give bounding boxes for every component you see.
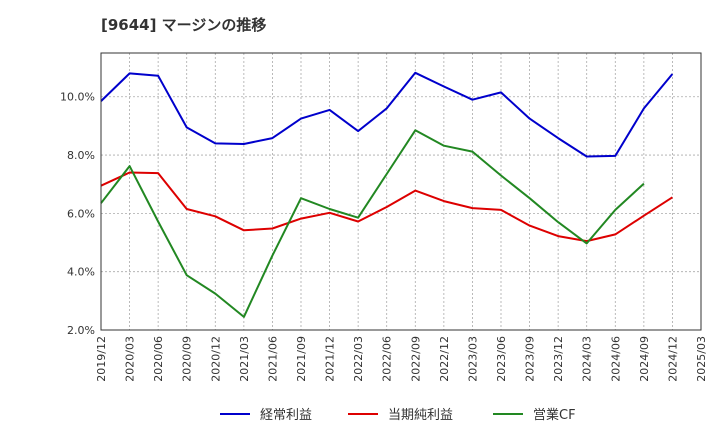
x-tick-label: 2023/12: [552, 336, 565, 382]
x-tick-label: 2023/06: [495, 336, 508, 382]
x-tick-label: 2024/12: [666, 336, 679, 382]
series-layer: [100, 71, 674, 318]
series-line: [100, 71, 674, 158]
x-tick-label: 2022/06: [381, 336, 394, 382]
y-tick-label: 4.0%: [67, 266, 95, 279]
legend-label: 経常利益: [260, 408, 312, 423]
x-tick-label: 2022/03: [352, 336, 365, 382]
y-tick-label: 2.0%: [67, 324, 95, 337]
x-tick-label: 2021/12: [324, 336, 337, 382]
chart-title: [9644] マージンの推移: [101, 16, 267, 34]
y-axis-ticks: 2.0% 4.0% 6.0% 8.0% 10.0%: [60, 91, 95, 337]
x-axis-ticks: 2019/12 2020/03 2020/06 2020/09 2020/12 2021/…: [95, 336, 708, 382]
x-tick-label: 2024/09: [638, 336, 651, 382]
x-tick-label: 2022/12: [438, 336, 451, 382]
x-tick-label: 2022/09: [409, 336, 422, 382]
series-line: [100, 171, 673, 243]
x-tick-label: 2019/12: [95, 336, 108, 382]
y-tick-label: 8.0%: [67, 149, 95, 162]
legend-label: 当期純利益: [388, 408, 453, 423]
grid-layer: [101, 53, 701, 330]
legend: 経常利益 当期純利益 営業CF: [220, 407, 576, 423]
plot-frame: [100, 52, 702, 331]
x-tick-label: 2021/09: [295, 336, 308, 382]
y-tick-label: 6.0%: [67, 207, 95, 220]
x-tick-label: 2020/12: [209, 336, 222, 382]
x-tick-label: 2024/06: [609, 336, 622, 382]
x-tick-label: 2020/06: [152, 336, 165, 382]
x-tick-label: 2023/09: [524, 336, 537, 382]
legend-label: 営業CF: [533, 407, 576, 423]
y-tick-label: 10.0%: [60, 91, 95, 104]
x-tick-label: 2021/06: [266, 336, 279, 382]
x-tick-label: 2021/03: [238, 336, 251, 382]
series-line: [100, 129, 645, 318]
x-tick-label: 2024/03: [581, 336, 594, 382]
x-tick-label: 2020/03: [124, 336, 137, 382]
x-tick-label: 2020/09: [181, 336, 194, 382]
x-tick-label: 2025/03: [695, 336, 708, 382]
x-tick-label: 2023/03: [466, 336, 479, 382]
